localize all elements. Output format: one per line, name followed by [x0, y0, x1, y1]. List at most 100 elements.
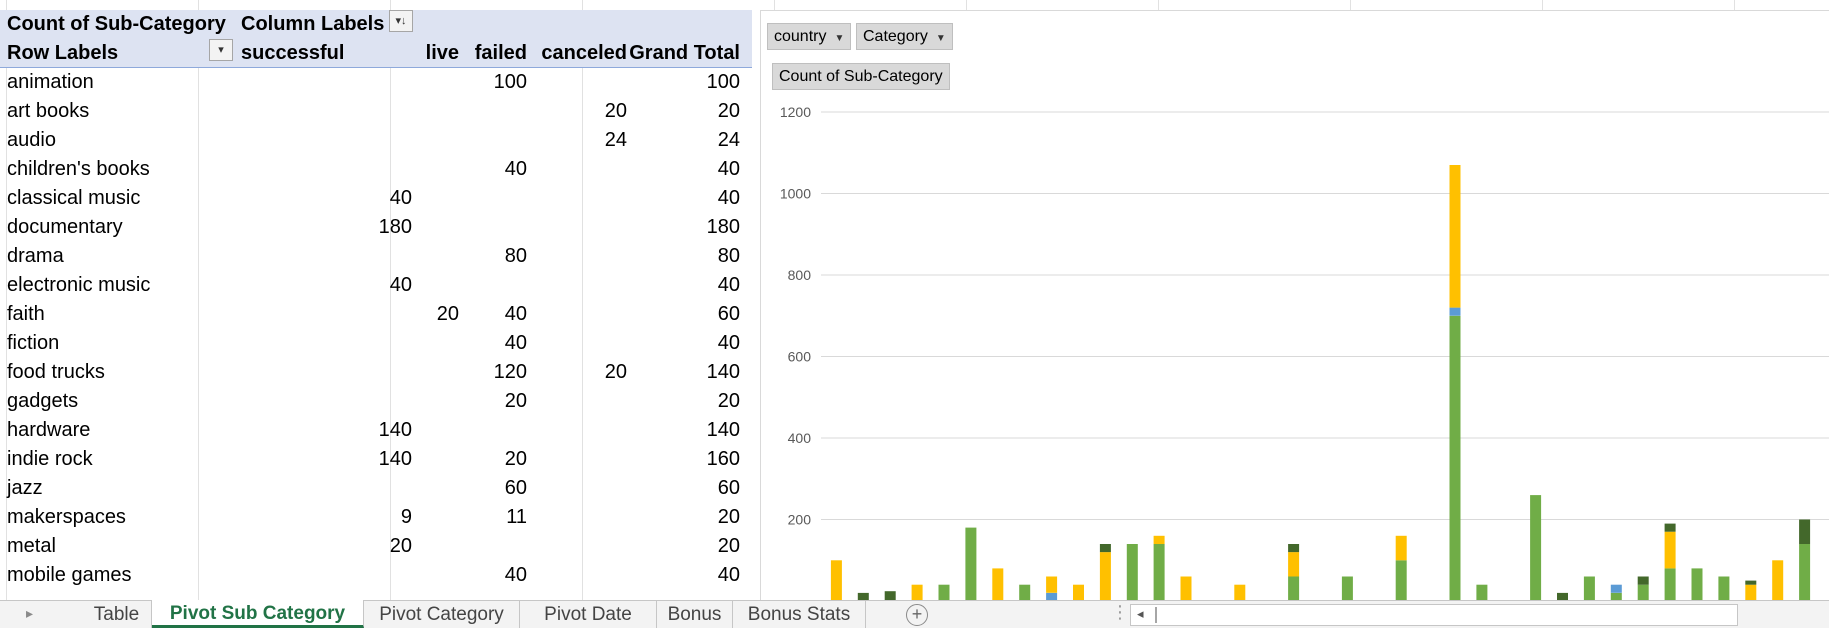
chevron-down-icon: ▼ [834, 33, 845, 44]
cell-grand-total: 20 [717, 100, 740, 122]
cell-failed: 60 [504, 477, 527, 499]
bar-segment-successful [1664, 568, 1676, 601]
y-tick-label: 400 [788, 430, 812, 446]
row-label: animation [7, 71, 94, 93]
cell-grand-total: 60 [717, 477, 740, 499]
pivot-row[interactable]: makerspaces 9 11 20 [0, 503, 752, 532]
row-label: hardware [7, 419, 91, 441]
bar-segment-successful [1395, 560, 1407, 601]
row-label: documentary [7, 216, 123, 238]
pivot-row[interactable]: documentary 180 180 [0, 213, 752, 242]
scroll-left-arrow-icon[interactable]: ◂ [1137, 606, 1144, 621]
sheet-tab[interactable]: Table [82, 601, 152, 628]
pivot-row[interactable]: fiction 40 40 [0, 329, 752, 358]
bar-segment-canceled [1664, 523, 1676, 532]
column-labels-header[interactable]: Column Labels [241, 13, 385, 35]
category-filter-button[interactable]: Category ▼ [856, 23, 953, 50]
pivot-row[interactable]: food trucks 120 20 140 [0, 358, 752, 387]
bar-segment-canceled [1288, 544, 1300, 553]
sheet-tab[interactable]: Pivot Category [364, 601, 520, 628]
pivot-row[interactable]: children's books 40 40 [0, 155, 752, 184]
value-field-label: Count of Sub-Category [779, 68, 943, 85]
column-header-canceled: canceled [541, 42, 627, 64]
column-header-live: live [425, 42, 459, 64]
bar-segment-failed [830, 560, 842, 601]
cell-grand-total: 100 [706, 71, 740, 93]
bar-segment-successful [1341, 576, 1353, 601]
cell-failed: 20 [504, 390, 527, 412]
tab-split-handle-icon[interactable]: ⋮ [1111, 602, 1129, 622]
pivot-header-row-1: Count of Sub-Category Column Labels ▾↓ [0, 10, 752, 39]
cell-canceled: 20 [604, 361, 627, 383]
row-labels-header[interactable]: Row Labels [7, 42, 119, 64]
column-header-failed: failed [474, 42, 527, 64]
bar-segment-successful [1583, 576, 1595, 601]
pivot-row[interactable]: indie rock 140 20 160 [0, 445, 752, 474]
cell-grand-total: 40 [717, 564, 740, 586]
pivot-table[interactable]: Count of Sub-Category Column Labels ▾↓ R… [0, 10, 752, 590]
scroll-tabs-left-icon[interactable]: ▸ [26, 605, 34, 621]
sheet-tab[interactable]: Bonus Stats [733, 601, 866, 628]
cell-successful: 140 [378, 419, 412, 441]
scrollbar-thumb[interactable] [1155, 607, 1157, 623]
bar-segment-successful [1126, 544, 1138, 601]
pivot-row[interactable]: hardware 140 140 [0, 416, 752, 445]
pivot-row[interactable]: drama 80 80 [0, 242, 752, 271]
cell-grand-total: 20 [717, 535, 740, 557]
chevron-down-icon: ▼ [935, 33, 946, 44]
sheet-tab[interactable]: Bonus [657, 601, 733, 628]
sheet-tab-bar: ▸ Table Pivot Sub Category Pivot Category P… [0, 600, 1829, 628]
pivot-row[interactable]: mobile games 40 40 [0, 561, 752, 590]
pivot-row[interactable]: faith 20 40 60 [0, 300, 752, 329]
bar-segment-live [1449, 307, 1461, 316]
row-label: makerspaces [7, 506, 126, 528]
cell-successful: 180 [378, 216, 412, 238]
bar-segment-failed [992, 568, 1004, 601]
pivot-row[interactable]: electronic music 40 40 [0, 271, 752, 300]
cell-grand-total: 80 [717, 245, 740, 267]
bar-segment-successful [1610, 592, 1622, 601]
bar-segment-successful [1799, 544, 1811, 601]
bar-segment-failed [1449, 165, 1461, 308]
row-label: art books [7, 100, 90, 122]
bar-segment-successful [1530, 495, 1542, 601]
row-labels-filter-button[interactable]: ▾ [209, 39, 233, 61]
pivot-row[interactable]: classical music 40 40 [0, 184, 752, 213]
cell-grand-total: 40 [717, 187, 740, 209]
pivot-chart[interactable]: 200 400 600 800 1000 1200 country ▼ Category ▼ … [760, 10, 1829, 601]
pivot-row[interactable]: animation 100 100 [0, 68, 752, 97]
cell-grand-total: 160 [706, 448, 740, 470]
value-field-button[interactable]: Count of Sub-Category [772, 63, 950, 90]
add-sheet-button[interactable]: + [906, 604, 928, 626]
country-filter-label: country [774, 28, 827, 45]
pivot-row[interactable]: gadgets 20 20 [0, 387, 752, 416]
cell-grand-total: 40 [717, 332, 740, 354]
cell-grand-total: 40 [717, 274, 740, 296]
cell-failed: 40 [504, 332, 527, 354]
cell-grand-total: 20 [717, 390, 740, 412]
column-labels-sort-filter-button[interactable]: ▾↓ [389, 10, 413, 32]
bar-segment-canceled [1799, 519, 1811, 544]
row-label: jazz [7, 477, 43, 499]
pivot-row[interactable]: jazz 60 60 [0, 474, 752, 503]
horizontal-scrollbar[interactable]: ◂ [1130, 604, 1738, 626]
cell-canceled: 24 [604, 129, 627, 151]
cell-successful: 40 [389, 274, 412, 296]
pivot-row[interactable]: audio 24 24 [0, 126, 752, 155]
pivot-row[interactable]: metal 20 20 [0, 532, 752, 561]
bar-segment-canceled [1557, 592, 1568, 601]
y-tick-label: 600 [788, 349, 812, 365]
country-filter-button[interactable]: country ▼ [767, 23, 852, 50]
cell-failed: 20 [504, 448, 527, 470]
bar-segment-failed [1046, 576, 1058, 593]
row-label: gadgets [7, 390, 79, 412]
bar-segment-failed [1153, 535, 1165, 544]
bar-segment-successful [1691, 568, 1703, 601]
pivot-row[interactable]: art books 20 20 [0, 97, 752, 126]
bar-segment-successful [1019, 584, 1031, 601]
bar-segment-successful [1476, 584, 1488, 601]
sheet-tab[interactable]: Pivot Date [520, 601, 657, 628]
bar-segment-failed [1099, 552, 1111, 601]
sheet-tab[interactable]: Pivot Sub Category [152, 600, 364, 628]
cell-canceled: 20 [604, 100, 627, 122]
